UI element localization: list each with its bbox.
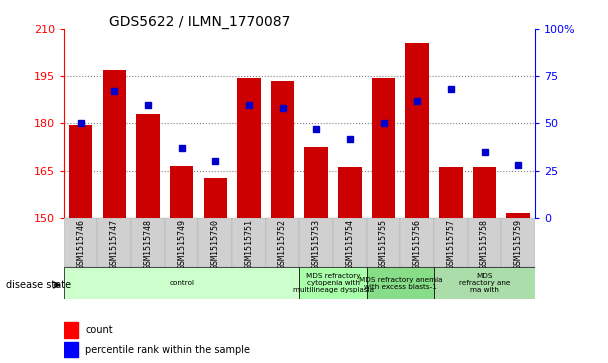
Text: disease state: disease state xyxy=(6,280,71,290)
Bar xyxy=(97,218,131,267)
Bar xyxy=(502,218,535,267)
Bar xyxy=(305,147,328,218)
Text: GSM1515753: GSM1515753 xyxy=(312,219,321,269)
Bar xyxy=(204,179,227,218)
Text: control: control xyxy=(169,280,194,286)
Text: GSM1515756: GSM1515756 xyxy=(413,219,422,269)
Bar xyxy=(367,218,401,267)
Bar xyxy=(367,267,434,299)
Text: GSM1515759: GSM1515759 xyxy=(514,219,523,269)
Bar xyxy=(237,78,261,218)
Text: GSM1515748: GSM1515748 xyxy=(143,219,153,269)
Text: count: count xyxy=(85,325,112,335)
Text: GSM1515750: GSM1515750 xyxy=(211,219,220,269)
Text: percentile rank within the sample: percentile rank within the sample xyxy=(85,344,250,355)
Text: GSM1515747: GSM1515747 xyxy=(110,219,119,269)
Bar xyxy=(69,125,92,218)
Bar xyxy=(338,167,362,218)
Text: MDS refractory anemia
with excess blasts-1: MDS refractory anemia with excess blasts… xyxy=(359,277,442,290)
Bar xyxy=(439,167,463,218)
Bar xyxy=(434,267,535,299)
Text: GSM1515757: GSM1515757 xyxy=(446,219,455,269)
Bar xyxy=(170,166,193,218)
Bar xyxy=(266,218,299,267)
Text: GSM1515754: GSM1515754 xyxy=(345,219,354,269)
Bar xyxy=(468,218,502,267)
Bar xyxy=(64,342,78,357)
Text: GSM1515755: GSM1515755 xyxy=(379,219,388,269)
Bar xyxy=(434,218,468,267)
Bar xyxy=(64,322,78,338)
Bar xyxy=(103,70,126,218)
Bar xyxy=(198,218,232,267)
Bar xyxy=(299,218,333,267)
Bar xyxy=(64,267,299,299)
Bar xyxy=(333,218,367,267)
Text: GSM1515752: GSM1515752 xyxy=(278,219,287,269)
Bar xyxy=(136,114,160,218)
Bar xyxy=(406,43,429,218)
Bar xyxy=(131,218,165,267)
Bar xyxy=(506,213,530,218)
Bar xyxy=(401,218,434,267)
Bar xyxy=(232,218,266,267)
Text: GSM1515746: GSM1515746 xyxy=(76,219,85,269)
Text: MDS refractory
cytopenia with
multilineage dysplasia: MDS refractory cytopenia with multilinea… xyxy=(292,273,373,293)
Text: GSM1515751: GSM1515751 xyxy=(244,219,254,269)
Text: GSM1515749: GSM1515749 xyxy=(177,219,186,269)
Bar xyxy=(64,218,97,267)
Bar xyxy=(372,78,395,218)
Bar xyxy=(299,267,367,299)
Text: MDS
refractory ane
ma with: MDS refractory ane ma with xyxy=(459,273,510,293)
Text: GDS5622 / ILMN_1770087: GDS5622 / ILMN_1770087 xyxy=(109,15,291,29)
Bar xyxy=(473,167,496,218)
Text: GSM1515758: GSM1515758 xyxy=(480,219,489,269)
Bar xyxy=(165,218,198,267)
Bar xyxy=(271,81,294,218)
